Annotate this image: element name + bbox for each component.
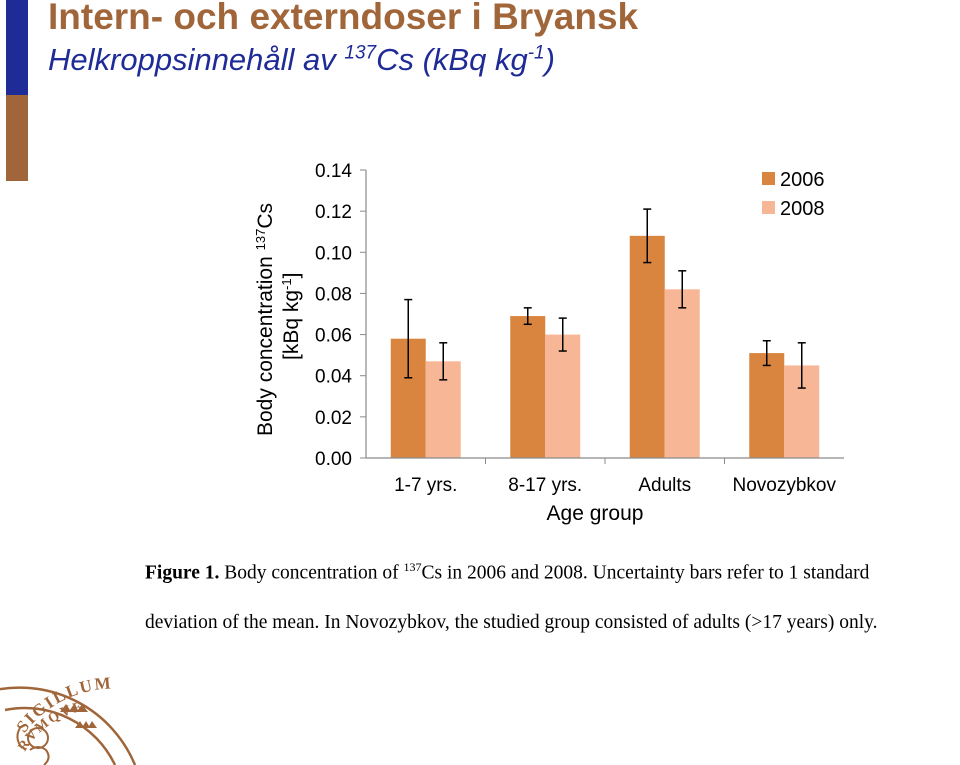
caption-line-1: Figure 1. Body concentration of 137Cs in… [145, 560, 870, 584]
y-axis-ticks: 0.00 0.02 0.04 0.06 0.08 0.10 0.12 0.14 [315, 161, 366, 470]
y-axis-label-line2: [kBq kg-1] [279, 273, 304, 360]
y-tick-label-5: 0.10 [315, 243, 352, 264]
y-tick-label-7: 0.14 [315, 161, 352, 182]
legend-label-2006: 2006 [780, 169, 825, 191]
y-tick-label-3: 0.06 [315, 326, 352, 347]
y-tick-label-6: 0.12 [315, 202, 352, 223]
bars [390, 235, 820, 458]
legend-label-2008: 2008 [780, 198, 825, 220]
legend-swatch-2006 [762, 172, 775, 185]
side-accent-brown [6, 95, 28, 181]
lion-figure-icon [16, 727, 50, 765]
x-tick-label-1: 8-17 yrs. [508, 475, 582, 496]
university-seal-logo: SIGILLUM RVMQVE [0, 673, 137, 765]
bar-2006-2 [629, 235, 665, 458]
y-tick-label-0: 0.00 [315, 449, 352, 470]
side-accent-bar [6, 0, 28, 181]
x-tick-label-2: Adults [638, 475, 691, 496]
x-tick-label-0: 1-7 yrs. [394, 475, 457, 496]
y-axis-title: Body concentration 137Cs [kBq kg-1] [253, 203, 304, 436]
x-tick-label-3: Novozybkov [733, 475, 837, 496]
crown-icon [60, 704, 97, 728]
bar-2006-1 [510, 316, 546, 458]
slide-subtitle: Helkroppsinnehåll av 137Cs (kBq kg-1) [48, 42, 555, 77]
y-tick-label-1: 0.02 [315, 408, 352, 429]
y-tick-label-2: 0.04 [315, 367, 352, 388]
bar-2008-2 [664, 289, 700, 458]
svg-text:SIGILLUM: SIGILLUM [13, 673, 114, 736]
bar-2006-3 [749, 353, 785, 458]
legend-swatch-2008 [762, 201, 775, 214]
x-axis-tick-labels: 1-7 yrs. 8-17 yrs. Adults Novozybkov [394, 475, 836, 496]
side-accent-blue [6, 0, 28, 95]
bar-2008-1 [545, 334, 581, 458]
bar-chart: Body concentration 137Cs [kBq kg-1] 0.00… [253, 161, 844, 525]
x-axis-title: Age group [547, 502, 644, 525]
axes [365, 170, 844, 464]
error-bars [404, 208, 806, 389]
y-axis-label-line1: Body concentration 137Cs [253, 203, 278, 436]
caption-line-2: deviation of the mean. In Novozybkov, th… [145, 611, 878, 633]
figure-caption: Figure 1. Body concentration of 137Cs in… [145, 543, 960, 647]
y-tick-label-4: 0.08 [315, 284, 352, 305]
legend: 2006 2008 [762, 169, 825, 220]
slide-title: Intern- och externdoser i Bryansk [48, 0, 639, 37]
